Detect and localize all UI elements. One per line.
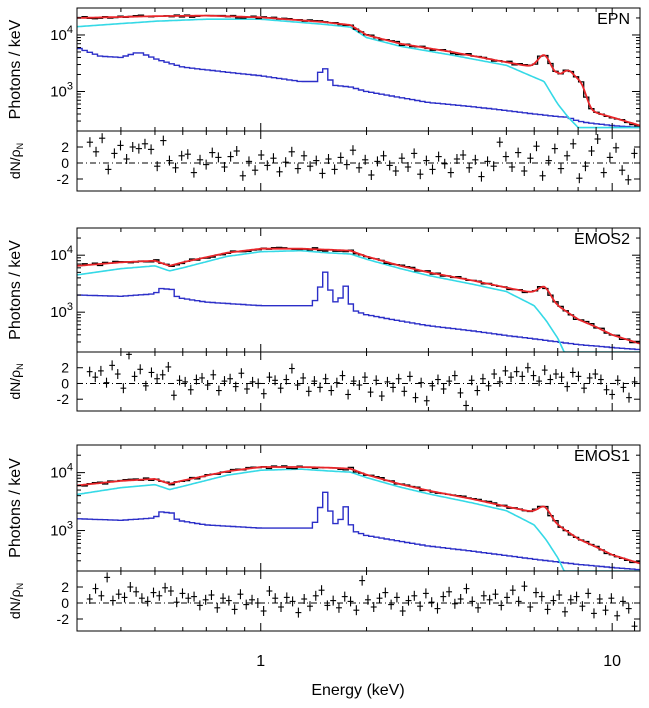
panel-label: EMOS1 — [574, 448, 630, 465]
y-tick-label: 103 — [50, 301, 73, 321]
resid-tick-label: 2 — [61, 579, 69, 595]
spectrum-frame — [76, 227, 641, 353]
spectrum-frame — [76, 444, 641, 572]
background-spectrum-emos1 — [77, 491, 640, 571]
total-model-emos2 — [77, 247, 640, 345]
resid-tick-label: 0 — [61, 375, 69, 391]
resid-tick-label: 0 — [61, 155, 69, 171]
resid-axis-label: dN/ρN — [7, 583, 25, 619]
spectrum-plot-area — [77, 14, 640, 129]
y-axis-label: Photons / keV — [7, 458, 24, 558]
residual-frame — [76, 570, 641, 632]
panel-label: EMOS2 — [574, 231, 630, 248]
x-axis-layer: Energy (keV) 1 10 — [256, 653, 621, 699]
background-spectrum-emos2 — [77, 271, 640, 351]
spectrum-plot-area — [77, 465, 640, 571]
resid-tick-label: -2 — [57, 391, 70, 407]
resid-tick-label: 2 — [61, 360, 69, 376]
x-axis-label: Energy (keV) — [311, 682, 404, 699]
y-tick-label: 104 — [50, 244, 73, 264]
y-tick-label: 103 — [50, 80, 73, 100]
spectrum-plot-area — [77, 246, 640, 352]
resid-tick-label: -2 — [57, 611, 70, 627]
y-tick-label: 103 — [50, 520, 73, 540]
continuum-model-emos1 — [77, 468, 640, 571]
resid-tick-label: 2 — [61, 139, 69, 155]
panel-label: EPN — [597, 11, 630, 28]
residual-points — [86, 572, 638, 631]
resid-tick-label: -2 — [57, 171, 70, 187]
data-spectrum-emos2 — [77, 246, 640, 344]
y-axis-label: Photons / keV — [7, 240, 24, 340]
x-tick-label: 10 — [603, 653, 621, 670]
spectrum-frame — [76, 7, 641, 132]
continuum-model-emos2 — [77, 249, 640, 352]
total-model-epn — [77, 14, 640, 127]
y-tick-label: 104 — [50, 462, 73, 482]
residual-frame — [76, 130, 641, 192]
resid-axis-label: dN/ρN — [7, 143, 25, 179]
resid-axis-label: dN/ρN — [7, 363, 25, 399]
x-tick-label: 1 — [256, 653, 265, 670]
residual-points — [86, 133, 638, 185]
panel-emos1: EMOS1 103 104 Photons / keV 20-2 dN/ρN — [7, 444, 641, 632]
y-tick-label: 104 — [50, 24, 73, 44]
y-axis-label: Photons / keV — [7, 19, 24, 119]
residual-points — [86, 352, 638, 411]
resid-tick-label: 0 — [61, 595, 69, 611]
panel-epn: EPN 103 104 Photons / keV 20-2 dN/ρN — [7, 7, 641, 192]
panel-emos2: EMOS2 103 104 Photons / keV 20-2 dN/ρN — [7, 227, 641, 412]
total-model-emos1 — [77, 466, 640, 565]
continuum-model-epn — [77, 18, 640, 129]
residual-frame — [76, 351, 641, 412]
background-spectrum-epn — [77, 47, 640, 129]
